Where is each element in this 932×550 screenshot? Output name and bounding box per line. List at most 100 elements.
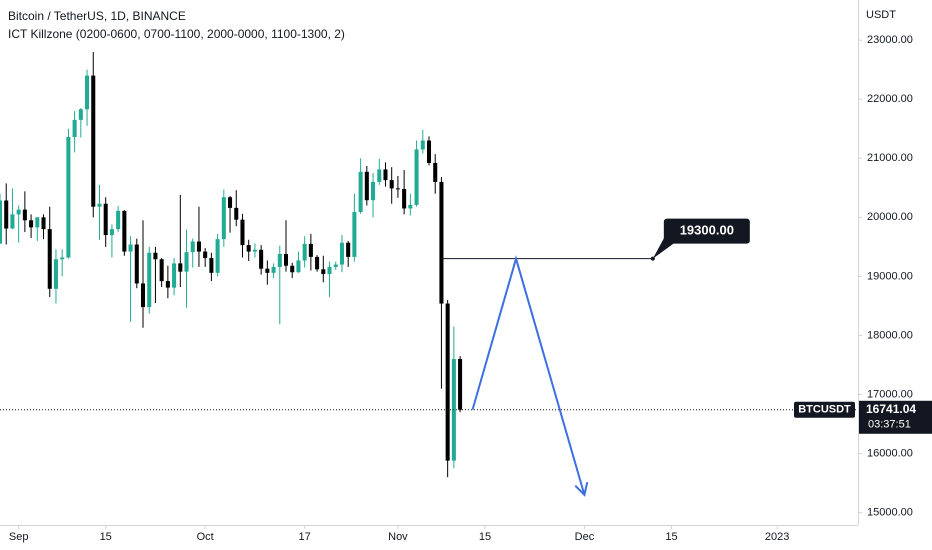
y-tick-label: 18000.00: [867, 329, 913, 341]
candle-body: [66, 137, 71, 258]
candle-body: [377, 169, 382, 182]
candle-body: [290, 265, 295, 273]
candle-body: [352, 212, 357, 257]
candle-body: [184, 252, 189, 272]
y-tick-label: 23000.00: [867, 34, 913, 46]
price-tag: [859, 400, 932, 434]
candle-body: [283, 253, 289, 266]
candle-body: [153, 252, 158, 260]
candle-body: [315, 256, 320, 270]
candle-body: [246, 245, 251, 252]
candle-body: [209, 258, 214, 273]
candle-body: [458, 359, 463, 410]
symbol-tag: [794, 401, 855, 418]
candle-body: [35, 217, 40, 228]
x-tick-label: Dec: [575, 531, 595, 543]
callout-box: [663, 218, 750, 244]
candle-body: [159, 259, 164, 282]
candle-body: [271, 266, 276, 273]
x-tick-label: 15: [665, 531, 677, 543]
candle-body: [364, 171, 369, 201]
y-tick-label: 21000.00: [867, 152, 913, 164]
candle-body: [16, 209, 21, 215]
candle-body: [215, 239, 220, 273]
x-tick-label: Nov: [388, 531, 408, 543]
x-tick-label: 15: [100, 531, 112, 543]
candle-body: [395, 188, 400, 190]
candle-body: [439, 181, 444, 304]
y-tick-label: 19000.00: [867, 270, 913, 282]
candle-body: [47, 229, 52, 289]
candle-body: [277, 253, 282, 267]
candle-body: [128, 244, 133, 252]
candle-body: [85, 75, 90, 110]
candle-body: [339, 242, 344, 265]
x-tick-label: 15: [479, 531, 491, 543]
countdown-label: 03:37:51: [868, 419, 911, 431]
x-tick-label: 2023: [765, 531, 789, 543]
candle-body: [91, 75, 96, 207]
y-tick-label: 15000.00: [867, 507, 913, 519]
candle-body: [327, 266, 332, 275]
candle-body: [78, 109, 83, 120]
indicator-label: ICT Killzone (0200-0600, 0700-1100, 2000…: [8, 27, 345, 41]
y-tick-label: 20000.00: [867, 211, 913, 223]
candle-body: [221, 197, 226, 240]
candle-body: [22, 209, 27, 221]
level-label: 19300.00: [680, 223, 734, 238]
candle-body: [196, 241, 201, 252]
candle-body: [265, 268, 270, 273]
x-tick-label: 17: [299, 531, 311, 543]
candle-body: [259, 249, 264, 269]
candle-body: [4, 200, 9, 229]
candle-body: [302, 243, 307, 261]
projection-arrowhead: [574, 481, 589, 497]
candle-body: [358, 171, 363, 213]
candle-body: [402, 188, 407, 209]
candle-body: [389, 180, 394, 189]
x-tick-label: Sep: [9, 531, 29, 543]
candle-body: [134, 244, 139, 284]
candle-body: [203, 251, 208, 259]
y-axis-label: USDT: [866, 9, 896, 21]
candle-body: [296, 260, 301, 273]
y-tick-label: 17000.00: [867, 388, 913, 400]
candle-body: [190, 241, 195, 253]
candle-body: [228, 197, 233, 208]
candle-body: [10, 214, 15, 229]
last-price-label: 16741.04: [866, 402, 916, 416]
candle-body: [53, 259, 58, 289]
candle-body: [29, 220, 34, 228]
candle-body: [414, 149, 419, 205]
candle-body: [234, 207, 239, 220]
candle-body: [433, 162, 438, 182]
candle-body: [308, 243, 313, 257]
candle-body: [420, 140, 425, 150]
candle-body: [346, 242, 351, 257]
candle-body: [116, 210, 121, 230]
projection-path: [471, 255, 586, 496]
candle-body: [140, 283, 146, 308]
y-tick-label: 16000.00: [867, 447, 913, 459]
candle-body: [147, 252, 152, 308]
candle-body: [72, 119, 77, 138]
candle-body: [240, 219, 245, 246]
candle-body: [445, 303, 450, 461]
candle-body: [321, 269, 326, 275]
candle-body: [383, 169, 388, 181]
y-tick-label: 22000.00: [867, 93, 913, 105]
candle-body: [103, 203, 108, 236]
candle-body: [109, 229, 114, 236]
candle-body: [165, 281, 170, 288]
candle-body: [97, 203, 102, 207]
candle-body: [60, 257, 65, 260]
candle-body: [172, 263, 177, 288]
candle-body: [252, 249, 257, 252]
chart-title: Bitcoin / TetherUS, 1D, BINANCE: [8, 9, 186, 23]
candle-body: [122, 210, 127, 252]
candle-body: [333, 264, 338, 267]
candle-body: [426, 140, 432, 163]
